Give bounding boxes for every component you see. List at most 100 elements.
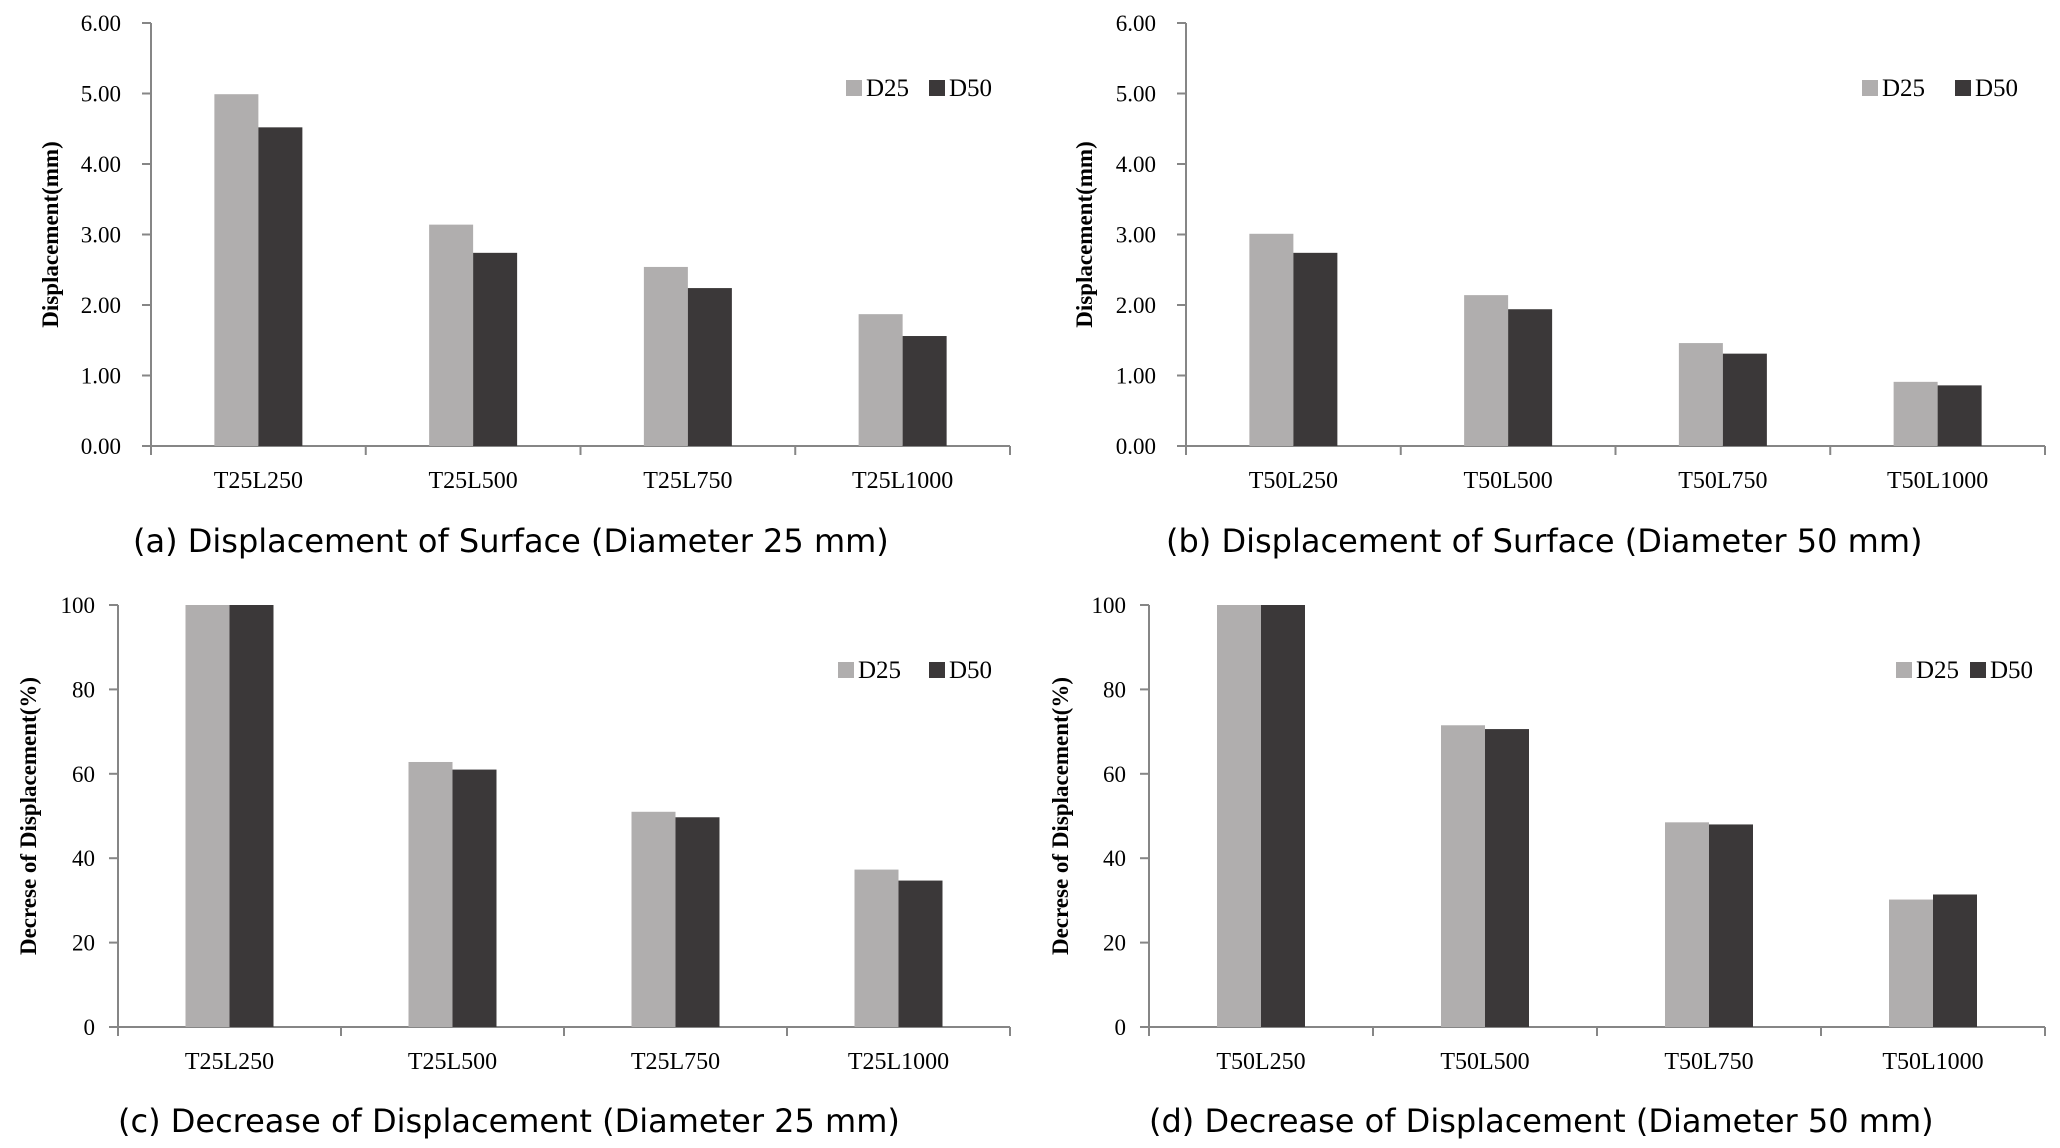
bar-d50: [902, 336, 947, 446]
bar-d25: [1249, 233, 1294, 446]
y-axis-label: Displacement(mm): [38, 141, 63, 328]
bar-d50: [898, 880, 943, 1027]
y-tick-label: 1.00: [1116, 364, 1156, 389]
bar-d25: [854, 869, 899, 1027]
bar-d25: [1464, 295, 1509, 446]
y-tick-label: 4.00: [1116, 152, 1156, 177]
legend-swatch-d50: [1970, 662, 1986, 678]
x-category-label: T50L250: [1216, 1049, 1305, 1075]
x-category-label: T25L500: [428, 468, 517, 494]
bar-d25: [1893, 381, 1938, 446]
bar-d50: [1933, 894, 1977, 1027]
legend-swatch-d25: [838, 662, 854, 678]
bar-d50: [1293, 252, 1338, 446]
y-tick-label: 100: [61, 593, 96, 618]
legend-label-d25: D25: [858, 657, 901, 684]
y-tick-label: 80: [72, 677, 95, 702]
y-axis-label: Decrese of Displacement(%): [1048, 677, 1073, 955]
bar-d25: [429, 224, 474, 446]
x-category-label: T25L250: [214, 468, 303, 494]
bar-d50: [473, 252, 518, 446]
bar-d25: [1217, 605, 1261, 1027]
x-category-label: T50L750: [1664, 1049, 1753, 1075]
y-tick-label: 0: [84, 1015, 96, 1040]
bar-d50: [1485, 729, 1529, 1027]
y-tick-label: 0.00: [81, 434, 121, 459]
bar-d50: [258, 127, 303, 446]
legend-swatch-d25: [846, 80, 862, 96]
x-category-label: T50L500: [1440, 1049, 1529, 1075]
x-category-label: T25L500: [408, 1049, 497, 1075]
y-tick-label: 40: [1103, 846, 1126, 871]
legend-swatch-d50: [929, 80, 945, 96]
y-tick-label: 5.00: [1116, 82, 1156, 107]
legend-label-d50: D50: [1990, 657, 2033, 684]
y-tick-label: 20: [72, 931, 95, 956]
y-tick-label: 5.00: [81, 82, 121, 107]
x-category-label: T25L250: [185, 1049, 274, 1075]
bar-d50: [675, 817, 720, 1027]
legend-label-d25: D25: [1882, 75, 1925, 102]
panel-caption: (d) Decrease of Displacement (Diameter 5…: [1149, 1102, 1934, 1140]
x-category-label: T25L1000: [852, 468, 953, 494]
bar-d50: [687, 288, 732, 446]
bar-d25: [1889, 899, 1933, 1027]
chart-panel-d: 0 20 40 60 80 100 T50L250 T50L500 T50L750 T50L100…: [1048, 593, 2046, 1140]
legend-label-d50: D50: [949, 75, 992, 102]
x-category-label: T50L750: [1678, 468, 1767, 494]
x-category-label: T25L1000: [848, 1049, 949, 1075]
y-tick-label: 0.00: [1116, 434, 1156, 459]
y-tick-label: 3.00: [1116, 223, 1156, 248]
legend-swatch-d50: [1955, 80, 1971, 96]
x-category-label: T50L1000: [1882, 1049, 1983, 1075]
bar-d50: [1937, 385, 1982, 446]
bar-d25: [643, 266, 688, 446]
y-tick-label: 40: [72, 846, 95, 871]
y-tick-label: 0: [1115, 1015, 1127, 1040]
bar-d50: [1709, 824, 1753, 1027]
bar-d50: [1722, 353, 1767, 446]
y-tick-label: 4.00: [81, 152, 121, 177]
y-tick-label: 80: [1103, 677, 1126, 702]
legend-swatch-d25: [1862, 80, 1878, 96]
bar-d25: [214, 94, 259, 446]
bar-d25: [631, 811, 676, 1027]
bar-d50: [229, 605, 274, 1027]
chart-panel-a: 0.00 1.00 2.00 3.00 4.00 5.00 6.00 T25L250 T25L5…: [38, 11, 1011, 560]
bar-d50: [1261, 605, 1305, 1027]
bar-d25: [1665, 822, 1709, 1027]
legend-label-d25: D25: [866, 75, 909, 102]
y-tick-label: 60: [1103, 762, 1126, 787]
bar-d25: [185, 605, 230, 1027]
panel-caption: (a) Displacement of Surface (Diameter 25…: [133, 522, 889, 560]
bar-d25: [1678, 343, 1723, 446]
legend-label-d50: D50: [949, 657, 992, 684]
y-tick-label: 100: [1092, 593, 1127, 618]
x-category-label: T50L1000: [1887, 468, 1988, 494]
bar-d25: [408, 761, 453, 1027]
bar-d25: [1441, 725, 1485, 1027]
y-tick-label: 6.00: [81, 11, 121, 36]
y-axis-label: Displacement(mm): [1072, 141, 1097, 328]
y-tick-label: 6.00: [1116, 11, 1156, 36]
x-category-label: T25L750: [643, 468, 732, 494]
legend-swatch-d25: [1896, 662, 1912, 678]
legend-swatch-d50: [929, 662, 945, 678]
panel-caption: (b) Displacement of Surface (Diameter 50…: [1166, 522, 1922, 560]
bar-d25: [858, 314, 903, 446]
legend-label-d50: D50: [1975, 75, 2018, 102]
x-category-label: T50L500: [1463, 468, 1552, 494]
legend-label-d25: D25: [1916, 657, 1959, 684]
x-category-label: T50L250: [1249, 468, 1338, 494]
y-tick-label: 2.00: [1116, 293, 1156, 318]
y-axis-label: Decrese of Displacement(%): [16, 677, 41, 955]
panel-caption: (c) Decrease of Displacement (Diameter 2…: [118, 1102, 900, 1140]
y-tick-label: 3.00: [81, 223, 121, 248]
x-category-label: T25L750: [631, 1049, 720, 1075]
bar-d50: [1508, 309, 1553, 446]
bar-d50: [452, 769, 497, 1027]
y-tick-label: 60: [72, 762, 95, 787]
chart-panel-c: 0 20 40 60 80 100 T25L250 T25L500 T25L750 T25L100…: [16, 593, 1011, 1140]
y-tick-label: 20: [1103, 931, 1126, 956]
